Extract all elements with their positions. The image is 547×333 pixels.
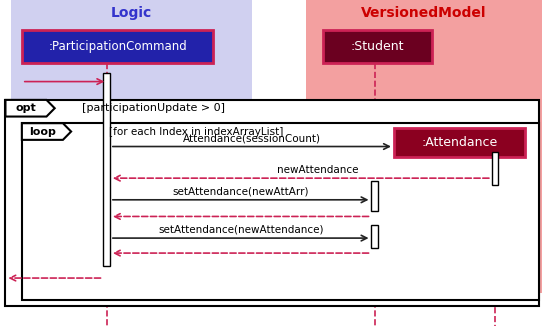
Text: Attendance(sessionCount): Attendance(sessionCount) xyxy=(183,133,321,143)
Bar xyxy=(323,30,432,63)
Bar xyxy=(22,123,539,300)
Text: newAttendance: newAttendance xyxy=(277,165,358,175)
Bar xyxy=(394,128,525,157)
Polygon shape xyxy=(5,100,55,117)
Bar xyxy=(11,0,252,293)
Text: [for each Index in indexArrayList]: [for each Index in indexArrayList] xyxy=(109,127,284,137)
Bar xyxy=(492,152,498,185)
Text: setAttendance(newAttendance): setAttendance(newAttendance) xyxy=(158,225,323,235)
Bar xyxy=(371,181,378,211)
Text: loop: loop xyxy=(29,127,56,137)
Bar xyxy=(371,225,378,248)
Text: [participationUpdate > 0]: [participationUpdate > 0] xyxy=(82,103,225,113)
Polygon shape xyxy=(22,123,71,140)
Text: :Attendance: :Attendance xyxy=(421,136,498,149)
Bar xyxy=(306,0,542,293)
Text: :ParticipationCommand: :ParticipationCommand xyxy=(48,40,187,53)
Bar xyxy=(5,100,539,306)
Text: VersionedModel: VersionedModel xyxy=(361,6,487,20)
Text: opt: opt xyxy=(16,103,36,113)
Bar xyxy=(22,30,213,63)
Bar xyxy=(103,73,110,266)
Text: setAttendance(newAttArr): setAttendance(newAttArr) xyxy=(172,186,309,196)
Text: Logic: Logic xyxy=(110,6,152,20)
Text: :Student: :Student xyxy=(351,40,404,53)
